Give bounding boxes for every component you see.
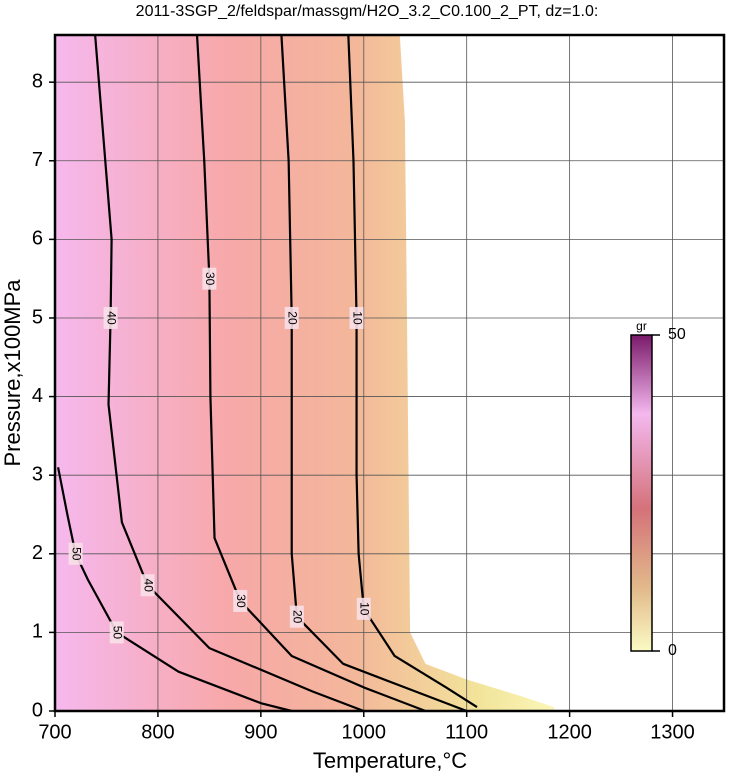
- x-axis-label: Temperature,°C: [313, 748, 467, 773]
- y-tick-label: 0: [32, 699, 43, 721]
- contour-label: 40: [141, 579, 155, 593]
- contour-label: 30: [203, 272, 217, 286]
- y-axis-label: Pressure,x100MPa: [0, 279, 25, 467]
- contour-label-bg: [356, 597, 371, 620]
- contour-label: 20: [291, 610, 305, 624]
- y-tick-label: 3: [32, 463, 43, 485]
- y-tick-label: 7: [32, 149, 43, 171]
- contour-label-bg: [284, 306, 299, 329]
- contour-label-bg: [233, 589, 248, 612]
- contour-label-bg: [68, 542, 83, 565]
- contour-label-bg: [109, 621, 124, 644]
- contour-label: 40: [104, 311, 118, 325]
- x-tick-label: 1200: [547, 721, 592, 743]
- y-tick-label: 4: [32, 385, 43, 407]
- colorbar-label: gr: [636, 319, 647, 333]
- y-tick-label: 8: [32, 70, 43, 92]
- contour-label: 50: [111, 626, 125, 640]
- contour-label-bg: [202, 267, 217, 290]
- contour-line: [195, 34, 426, 713]
- contour-label-bg: [349, 306, 364, 329]
- contour-line: [94, 34, 365, 713]
- plot-frame: [53, 33, 726, 713]
- colorbar-tick-label: 0: [668, 642, 677, 659]
- contour-label: 20: [286, 311, 300, 325]
- y-tick-label: 1: [32, 621, 43, 643]
- contour-label: 50: [69, 547, 83, 561]
- x-tick-label: 900: [244, 721, 277, 743]
- y-tick-label: 5: [32, 306, 43, 328]
- contour-line: [347, 34, 478, 708]
- x-tick-label: 1100: [445, 721, 488, 743]
- colorbar: [630, 334, 653, 652]
- contour-label: 10: [350, 311, 364, 325]
- colorbar-tick-label: 50: [668, 326, 686, 343]
- contour-line: [280, 34, 468, 713]
- contour-label-bg: [289, 605, 304, 628]
- contour-label: 10: [358, 602, 372, 616]
- contour-line: [57, 467, 292, 713]
- chart-title: 2011-3SGP_2/feldspar/massgm/H2O_3.2_C0.1…: [136, 3, 599, 20]
- field: [55, 35, 555, 711]
- contour-label-bg: [140, 574, 155, 597]
- contour-label: 30: [234, 594, 248, 608]
- x-tick-label: 700: [38, 721, 71, 743]
- y-tick-label: 6: [32, 228, 43, 250]
- x-tick-label: 800: [141, 721, 174, 743]
- y-tick-label: 2: [32, 542, 43, 564]
- x-tick-label: 1300: [650, 721, 695, 743]
- contour-label-bg: [103, 306, 118, 329]
- x-tick-label: 1000: [342, 721, 387, 743]
